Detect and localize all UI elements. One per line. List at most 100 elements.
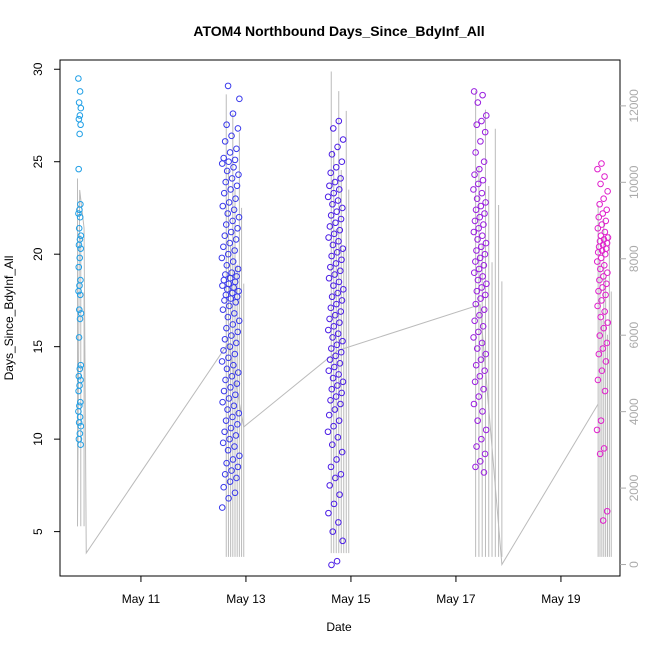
scatter-point: [236, 452, 243, 460]
y2-tick-label: 0: [627, 561, 641, 568]
scatter-point: [600, 195, 607, 203]
scatter-point: [595, 287, 602, 295]
scatter-point: [603, 206, 611, 214]
scatter-point: [75, 115, 83, 123]
x-tick-label: May 13: [226, 592, 266, 606]
scatter-point: [473, 195, 481, 203]
scatter-point: [221, 335, 229, 343]
scatter-point: [77, 245, 84, 252]
scatter-point: [327, 169, 334, 177]
plot-frame: [59, 59, 621, 577]
scatter-point: [227, 295, 235, 302]
scatter-point: [219, 439, 227, 447]
scatter-point: [474, 236, 481, 243]
scatter-point: [235, 171, 242, 178]
scatter-point: [482, 291, 489, 299]
scatter-point: [602, 358, 610, 365]
scatter-point: [230, 310, 238, 317]
scatter-point: [482, 199, 489, 206]
scatter-point: [337, 470, 345, 478]
scatter-point: [330, 500, 338, 508]
scatter-point: [220, 483, 227, 491]
scatter-point: [604, 188, 611, 195]
scatter-point: [599, 345, 607, 352]
scatter-point: [228, 269, 236, 276]
scatter-point: [483, 280, 490, 288]
scatter-point: [326, 223, 334, 230]
scatter-point: [602, 217, 610, 225]
scatter-point: [229, 413, 236, 421]
scatter-point: [225, 199, 233, 206]
scatter-point: [229, 217, 236, 225]
scatter-point: [480, 306, 488, 313]
scatter-point: [597, 265, 604, 273]
scatter-point: [336, 491, 343, 498]
scatter-point: [482, 239, 490, 247]
scatter-point: [327, 397, 334, 404]
chart-title: ATOM4 Northbound Days_Since_BdyInf_All: [193, 23, 484, 39]
scatter-point: [604, 319, 612, 326]
scatter-point: [75, 372, 83, 380]
scatter-point: [481, 367, 488, 375]
scatter-point: [232, 339, 240, 347]
scatter-point: [236, 95, 243, 103]
scatter-point: [75, 306, 83, 313]
scatter-point: [231, 489, 239, 497]
scatter-point: [230, 163, 237, 171]
scatter-point: [230, 402, 238, 410]
scatter-point: [330, 323, 338, 330]
scatter-point: [601, 228, 609, 236]
scatter-point: [480, 158, 488, 166]
scatter-point: [603, 339, 611, 347]
scatter-point: [334, 143, 341, 151]
scatter-point: [232, 391, 239, 399]
scatter-point: [77, 422, 85, 430]
scatter-point: [334, 382, 341, 389]
scatter-point: [474, 417, 481, 424]
scatter-point: [219, 282, 226, 289]
scatter-point: [76, 88, 84, 95]
scatter-point: [325, 234, 332, 241]
scatter-point: [221, 232, 229, 239]
scatter-point: [475, 393, 483, 400]
scatter-point: [233, 182, 241, 190]
scatter-point: [331, 406, 339, 413]
scatter-point: [228, 332, 235, 339]
scatter-point: [470, 400, 478, 408]
y2-tick-label: 10000: [627, 165, 641, 199]
scatter-point: [228, 132, 235, 140]
scatter-point: [481, 250, 489, 258]
scatter-point: [218, 358, 226, 365]
scatter-point: [601, 308, 608, 315]
scatter-point: [599, 517, 607, 524]
scatter-point: [337, 215, 345, 223]
scatter-point: [232, 298, 240, 306]
scatter-point: [327, 212, 335, 219]
scatter-point: [331, 363, 338, 371]
scatter-point: [332, 352, 339, 360]
scatter-point: [224, 313, 232, 321]
scatter-point: [597, 417, 605, 424]
scatter-point: [327, 463, 335, 471]
scatter-point: [229, 321, 237, 328]
scatter-point: [333, 208, 341, 215]
scatter-point: [473, 121, 481, 129]
scatter-point: [331, 271, 338, 278]
scatter-point: [223, 324, 230, 332]
scatter-point: [330, 422, 337, 430]
scatter-point: [600, 273, 607, 280]
scatter-point: [596, 332, 604, 339]
y-axis: 5 10 15 20 25 30: [31, 62, 60, 535]
scatter-point: [472, 361, 480, 369]
scatter-point: [224, 250, 232, 258]
scatter-point: [475, 328, 482, 336]
scatter-point: [233, 145, 240, 153]
scatter-point: [474, 99, 482, 106]
y2-axis: 0 2000 4000 6000 8000 10000 12000: [620, 89, 641, 568]
y2-tick-label: 2000: [627, 474, 641, 501]
scatter-point: [594, 249, 602, 256]
scatter-point: [339, 204, 346, 212]
scatter-point: [77, 200, 84, 208]
scatter-point: [229, 258, 237, 265]
scatter-point: [333, 249, 341, 256]
